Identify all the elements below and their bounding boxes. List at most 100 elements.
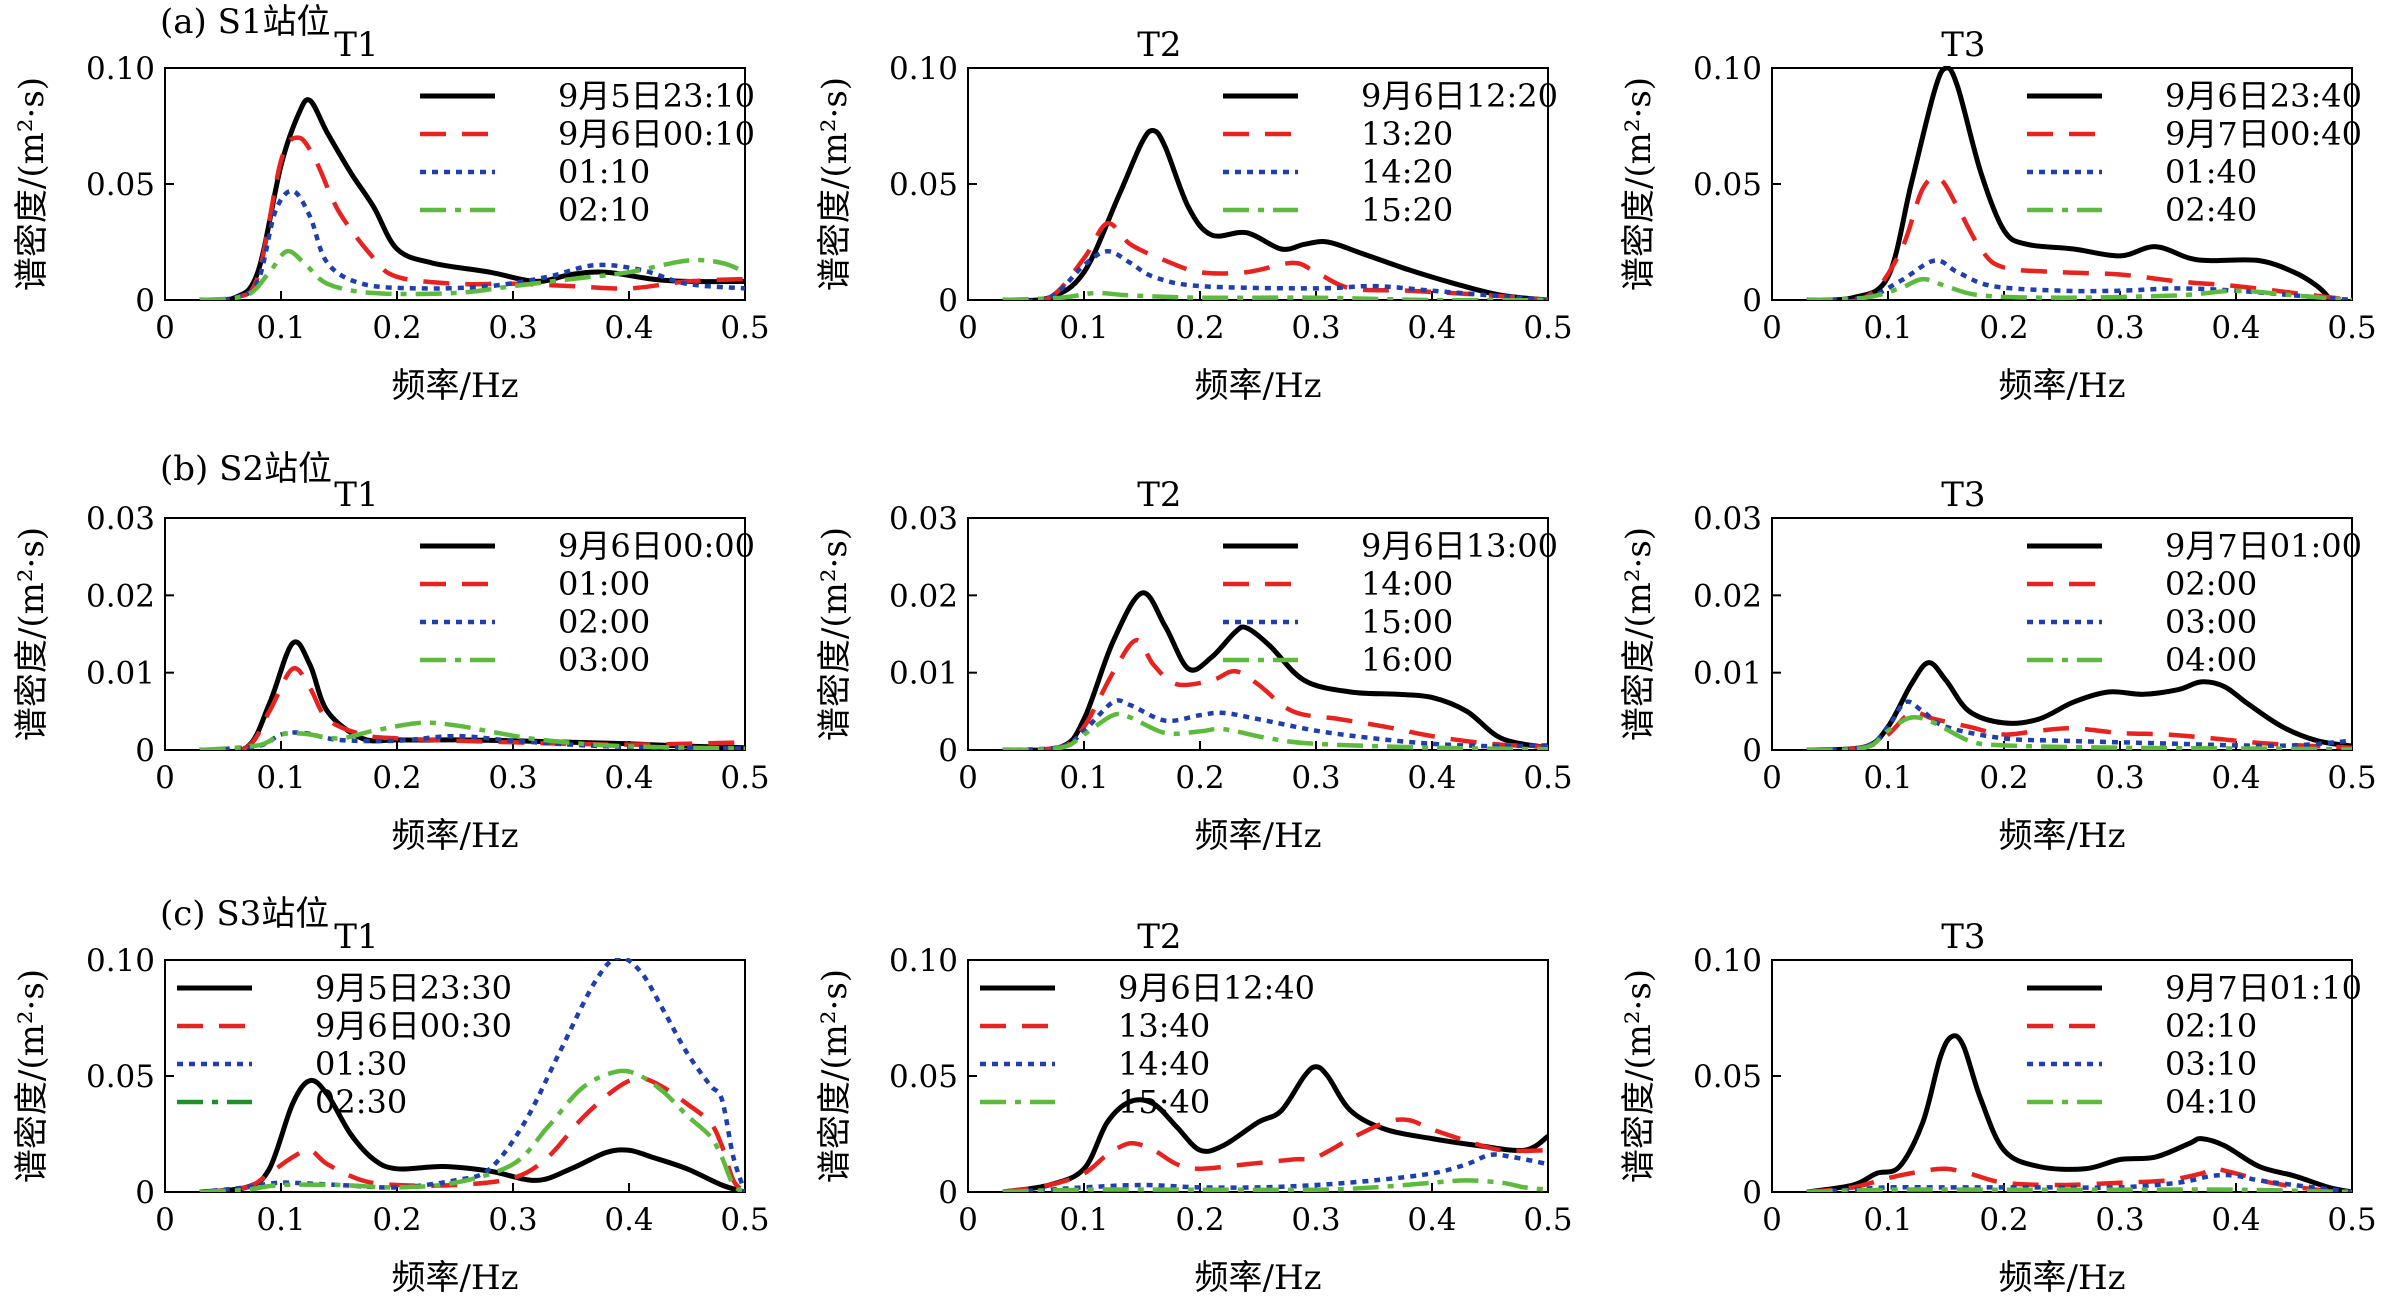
series-line <box>1002 711 1548 750</box>
x-tick-label: 0.3 <box>2095 1202 2144 1238</box>
chart-panel: 0 0.1 0.2 0.3 0.4 0.5 0 0.05 0.10 频率/Hz 谱密度/(m²·s)… <box>1619 25 2377 406</box>
series-line <box>199 1077 745 1192</box>
x-tick-label: 0.4 <box>2211 760 2260 796</box>
series-line <box>1002 1178 1548 1192</box>
legend-label: 03:00 <box>558 641 650 679</box>
legend-label: 02:10 <box>2165 1007 2257 1045</box>
x-tick-label: 0.1 <box>1863 310 1912 346</box>
x-tick-label: 0 <box>155 760 175 796</box>
y-axis-label: 谱密度/(m²·s) <box>815 527 855 741</box>
y-tick-label: 0.05 <box>889 1059 958 1095</box>
x-tick-label: 0 <box>958 310 978 346</box>
series-line <box>1002 590 1548 750</box>
x-tick-label: 0.3 <box>488 1202 537 1238</box>
legend-label: 9月6日00:00 <box>558 527 755 565</box>
y-tick-label: 0 <box>1742 1175 1762 1211</box>
x-axis-label: 频率/Hz <box>391 816 518 856</box>
y-axis-label: 谱密度/(m²·s) <box>815 77 855 291</box>
x-tick-label: 0.1 <box>1059 1202 1108 1238</box>
x-tick-label: 0.4 <box>1407 760 1456 796</box>
legend-label: 14:40 <box>1118 1045 1210 1083</box>
x-tick-label: 0 <box>958 1202 978 1238</box>
legend-label: 02:10 <box>558 191 650 229</box>
y-tick-label: 0.02 <box>1693 578 1762 614</box>
x-tick-label: 0.3 <box>1291 1202 1340 1238</box>
y-tick-label: 0 <box>135 733 155 769</box>
x-tick-label: 0.5 <box>1523 760 1572 796</box>
x-tick-label: 0.2 <box>1979 1202 2028 1238</box>
y-axis-label: 谱密度/(m²·s) <box>815 969 855 1183</box>
series-group <box>199 639 745 750</box>
legend-label: 14:20 <box>1361 153 1453 191</box>
y-tick-label: 0.03 <box>889 501 958 537</box>
series-line <box>199 720 745 750</box>
legend-label: 01:40 <box>2165 153 2257 191</box>
x-tick-label: 0.3 <box>1291 760 1340 796</box>
legend-label: 9月6日00:30 <box>315 1007 512 1045</box>
chart-panel: 0 0.1 0.2 0.3 0.4 0.5 0 0.05 0.10 频率/Hz 谱密度/(m²·s)… <box>815 25 1573 406</box>
x-tick-label: 0.4 <box>604 1202 653 1238</box>
legend-label: 9月5日23:10 <box>558 77 755 115</box>
legend-label: 02:00 <box>558 603 650 641</box>
series-line <box>199 1076 745 1192</box>
legend-label: 01:10 <box>558 153 650 191</box>
x-tick-label: 0.4 <box>1407 1202 1456 1238</box>
series-line <box>199 135 745 300</box>
x-tick-label: 0.1 <box>256 760 305 796</box>
series-group <box>1806 1033 2352 1192</box>
chart-panel: 0 0.1 0.2 0.3 0.4 0.5 0 0.05 0.10 频率/Hz 谱密度/(m²·s)… <box>12 917 770 1298</box>
x-tick-label: 0.5 <box>720 310 769 346</box>
chart-panel: 0 0.1 0.2 0.3 0.4 0.5 0 0.05 0.10 频率/Hz 谱密度/(m²·s)… <box>815 917 1573 1298</box>
y-tick-label: 0.05 <box>86 1059 155 1095</box>
panel-title: T3 <box>1941 25 1985 65</box>
legend-label: 04:10 <box>2165 1083 2257 1121</box>
chart-panel: 0 0.1 0.2 0.3 0.4 0.5 0 0.01 0.02 0.03 频率/Hz 谱密度/(m… <box>815 475 1573 856</box>
y-axis-label: 谱密度/(m²·s) <box>12 77 52 291</box>
x-tick-label: 0.5 <box>2327 1202 2376 1238</box>
series-line <box>1806 710 2352 750</box>
x-tick-label: 0.3 <box>488 310 537 346</box>
x-tick-label: 0.3 <box>1291 310 1340 346</box>
panel-title: T2 <box>1137 917 1181 957</box>
y-tick-label: 0.05 <box>889 167 958 203</box>
series-line <box>1002 1064 1548 1192</box>
series-group <box>1002 1064 1548 1192</box>
series-line <box>1002 637 1548 750</box>
x-tick-label: 0.2 <box>372 760 421 796</box>
y-axis-label: 谱密度/(m²·s) <box>12 527 52 741</box>
legend-label: 15:40 <box>1118 1083 1210 1121</box>
x-tick-label: 0.4 <box>604 760 653 796</box>
y-tick-label: 0 <box>938 733 958 769</box>
y-tick-label: 0 <box>938 283 958 319</box>
y-tick-label: 0 <box>135 283 155 319</box>
y-tick-label: 0.02 <box>86 578 155 614</box>
x-tick-label: 0.5 <box>720 760 769 796</box>
series-line <box>1002 127 1548 300</box>
y-tick-label: 0.10 <box>86 51 155 87</box>
plot-frame <box>1771 517 2353 751</box>
x-tick-label: 0.3 <box>2095 760 2144 796</box>
row-title-c: (c) S3站位 <box>160 894 329 934</box>
x-tick-label: 0 <box>1762 760 1782 796</box>
legend-label: 03:10 <box>2165 1045 2257 1083</box>
legend-label: 01:30 <box>315 1045 407 1083</box>
series-group <box>1002 590 1548 750</box>
series-line <box>199 730 745 750</box>
series-line <box>1806 66 2331 300</box>
x-tick-label: 0.1 <box>256 1202 305 1238</box>
x-axis-label: 频率/Hz <box>391 366 518 406</box>
y-axis-label: 谱密度/(m²·s) <box>1619 77 1659 291</box>
x-axis-label: 频率/Hz <box>391 1258 518 1298</box>
x-axis-label: 频率/Hz <box>1998 816 2125 856</box>
x-tick-label: 0 <box>1762 310 1782 346</box>
x-tick-label: 0.5 <box>2327 310 2376 346</box>
plot-frame <box>164 517 746 751</box>
x-tick-label: 0.2 <box>1175 760 1224 796</box>
series-group <box>1002 127 1548 300</box>
legend-label: 01:00 <box>558 565 650 603</box>
